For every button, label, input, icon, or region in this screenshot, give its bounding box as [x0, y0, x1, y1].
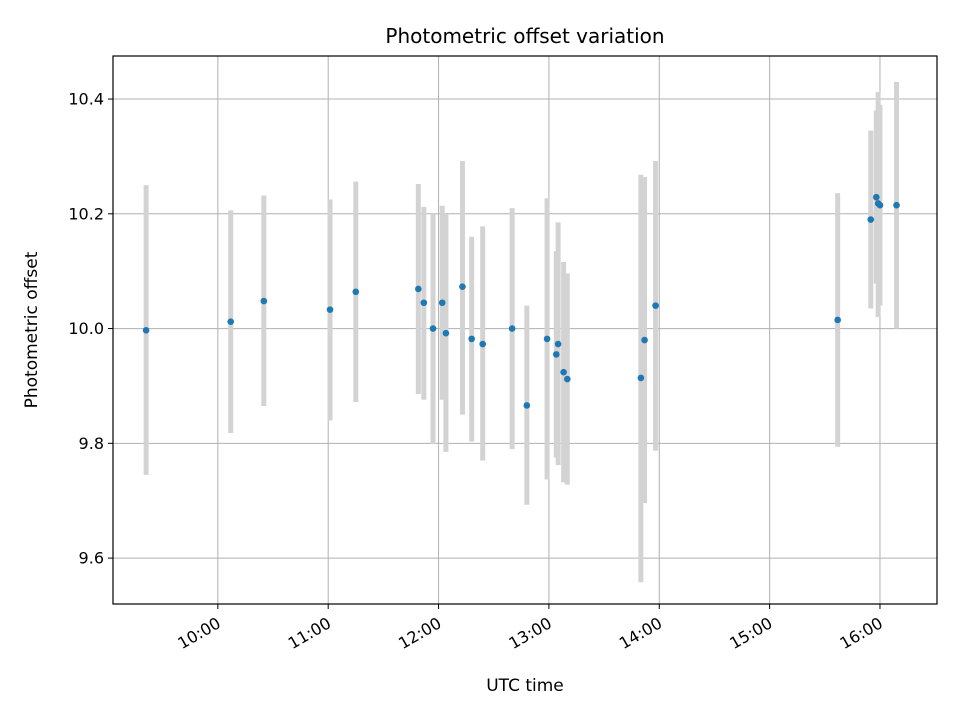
data-point — [508, 325, 516, 332]
data-point — [543, 335, 551, 343]
data-point — [652, 302, 659, 309]
data-point — [260, 297, 268, 305]
data-point — [438, 299, 446, 307]
data-point — [893, 201, 900, 209]
data-point — [834, 316, 841, 324]
data-point — [876, 201, 884, 209]
y-tick-label: 10.0 — [68, 319, 104, 338]
data-points — [142, 193, 900, 409]
data-point — [415, 285, 422, 293]
data-point — [867, 216, 875, 223]
data-point — [227, 318, 235, 325]
data-point — [637, 374, 645, 382]
data-point — [873, 193, 880, 201]
y-tick-label: 9.6 — [79, 549, 104, 568]
plot-area-frame — [112, 55, 938, 605]
y-axis-title: Photometric offset — [22, 251, 42, 408]
data-point — [641, 336, 648, 344]
data-point — [142, 326, 150, 334]
y-tick-label: 9.8 — [79, 434, 104, 453]
data-point — [564, 375, 571, 383]
data-point — [420, 299, 428, 307]
data-point — [442, 329, 450, 337]
y-axis-ticks: 9.6 9.8 10.0 10.2 10.4 — [68, 90, 113, 568]
data-point — [552, 351, 560, 358]
data-point — [459, 283, 466, 290]
data-point — [523, 402, 531, 409]
y-tick-label: 10.4 — [68, 90, 104, 109]
data-point — [352, 288, 360, 296]
x-axis-title: UTC time — [486, 676, 564, 696]
data-point — [554, 340, 562, 348]
data-point — [429, 325, 437, 332]
chart-title: Photometric offset variation — [385, 24, 664, 48]
data-point — [468, 335, 475, 343]
y-tick-label: 10.2 — [68, 204, 104, 223]
data-point — [560, 368, 567, 376]
data-point — [326, 306, 334, 313]
data-point — [479, 340, 486, 348]
